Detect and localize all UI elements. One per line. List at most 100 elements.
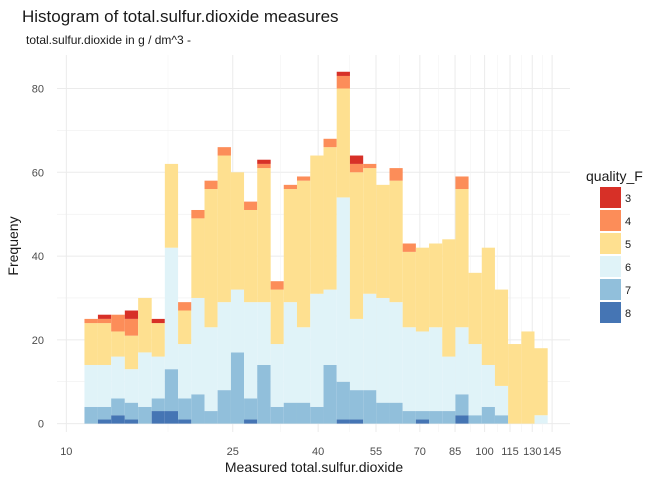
x-tick-label: 40 [312,446,324,458]
bar-segment-bin24-quality-7 [402,411,416,424]
bar-segment-bin23-quality-5 [389,180,403,303]
bar-segment-bin0-quality-7 [84,406,98,424]
bar-segment-bin16-quality-4 [296,176,311,181]
bar-segment-bin14-quality-7 [270,406,284,424]
bar-segment-bin15-quality-7 [283,402,297,424]
x-tick-label: 55 [370,446,382,458]
plot-bars [84,71,548,424]
y-tick-label: 20 [32,335,44,347]
legend-label-quality-5: 5 [625,239,631,251]
bar-segment-bin32-quality-5 [508,344,522,424]
legend-key-quality-4 [600,210,621,231]
bar-segment-bin7-quality-8 [178,419,192,424]
legend-label-quality-3: 3 [625,193,631,205]
bar-segment-bin20-quality-3 [349,155,364,164]
bar-segment-bin30-quality-7 [481,406,495,424]
bar-segment-bin3-quality-6 [124,369,139,403]
legend-label-quality-6: 6 [625,262,631,274]
bar-segment-bin1-quality-3 [97,314,112,319]
bar-segment-bin3-quality-5 [124,335,139,370]
bar-segment-bin30-quality-6 [481,364,495,407]
bar-segment-bin6-quality-8 [164,411,179,424]
bar-segment-bin20-quality-6 [349,318,364,391]
bar-segment-bin28-quality-6 [455,327,469,395]
x-tick-label: 85 [449,446,461,458]
bar-segment-bin15-quality-4 [283,184,297,190]
bar-segment-bin31-quality-6 [494,385,509,416]
bar-segment-bin1-quality-5 [97,323,112,365]
bar-segment-bin16-quality-7 [296,402,311,424]
bar-segment-bin19-quality-3 [336,71,350,76]
bar-segment-bin4-quality-7 [138,406,152,424]
bar-segment-bin7-quality-4 [178,302,192,311]
bar-segment-bin15-quality-5 [283,189,297,303]
bar-segment-bin26-quality-6 [429,327,443,412]
bar-segment-bin24-quality-5 [402,251,416,328]
bar-segment-bin19-quality-8 [336,419,350,424]
bar-segment-bin9-quality-7 [204,411,218,424]
bar-segment-bin10-quality-7 [217,390,231,424]
bar-segment-bin5-quality-8 [151,411,165,424]
bar-segment-bin22-quality-5 [376,184,390,298]
bar-segment-bin11-quality-6 [230,289,245,353]
bar-segment-bin2-quality-4 [111,314,125,332]
bar-segment-bin7-quality-5 [178,310,192,345]
bar-segment-bin28-quality-4 [455,176,469,190]
bar-segment-bin21-quality-4 [363,163,377,169]
bar-segment-bin10-quality-4 [217,147,231,156]
bar-segment-bin13-quality-3 [257,159,271,164]
y-tick-label: 60 [32,167,44,179]
bar-segment-bin25-quality-5 [415,247,430,332]
bar-segment-bin3-quality-4 [124,318,139,336]
bar-segment-bin20-quality-4 [349,163,364,173]
x-tick-label: 130 [523,446,541,458]
bar-segment-bin9-quality-5 [204,189,218,328]
x-tick-label: 100 [475,446,493,458]
bar-segment-bin24-quality-6 [402,327,416,412]
bar-segment-bin7-quality-7 [178,398,192,420]
bar-segment-bin27-quality-5 [442,239,456,357]
bar-segment-bin16-quality-5 [296,180,311,328]
bar-segment-bin11-quality-5 [230,172,245,290]
bar-segment-bin25-quality-6 [415,331,430,412]
bar-segment-bin2-quality-8 [111,415,125,424]
bar-segment-bin3-quality-8 [124,419,139,424]
bar-segment-bin1-quality-7 [97,406,112,420]
bar-segment-bin6-quality-7 [164,369,179,412]
x-tick-label: 25 [227,446,239,458]
bar-segment-bin31-quality-5 [494,289,509,386]
bar-segment-bin0-quality-6 [84,364,98,407]
legend-label-quality-8: 8 [625,308,631,320]
legend-key-quality-5 [600,233,621,254]
bar-segment-bin31-quality-7 [494,415,509,424]
bar-segment-bin15-quality-6 [283,302,297,403]
bar-segment-bin34-quality-5 [534,348,548,416]
bar-segment-bin10-quality-5 [217,155,231,303]
bar-segment-bin1-quality-4 [97,318,112,324]
bar-segment-bin27-quality-7 [442,411,456,424]
legend-key-quality-8 [600,302,621,323]
legend-key-quality-7 [600,279,621,300]
bar-segment-bin13-quality-5 [257,168,271,303]
bar-segment-bin23-quality-7 [389,402,403,424]
bar-segment-bin28-quality-8 [455,415,469,424]
bar-segment-bin26-quality-7 [429,411,443,424]
y-axis-title: Frequeny [5,216,21,275]
bar-segment-bin22-quality-6 [376,297,390,403]
bar-segment-bin25-quality-7 [415,411,430,420]
legend-key-quality-6 [600,256,621,277]
bar-segment-bin12-quality-5 [244,209,258,303]
bar-segment-bin20-quality-7 [349,390,364,420]
bar-segment-bin20-quality-5 [349,172,364,319]
bar-segment-bin24-quality-4 [402,243,416,252]
legend-title: quality_F [586,168,643,184]
bar-segment-bin18-quality-7 [323,364,337,424]
bar-segment-bin18-quality-4 [323,138,337,148]
bar-segment-bin3-quality-7 [124,402,139,420]
bar-segment-bin28-quality-7 [455,394,469,416]
bar-segment-bin34-quality-6 [534,415,548,424]
bar-segment-bin6-quality-5 [164,163,179,248]
bar-segment-bin14-quality-4 [270,281,284,290]
bar-segment-bin8-quality-6 [191,297,205,395]
